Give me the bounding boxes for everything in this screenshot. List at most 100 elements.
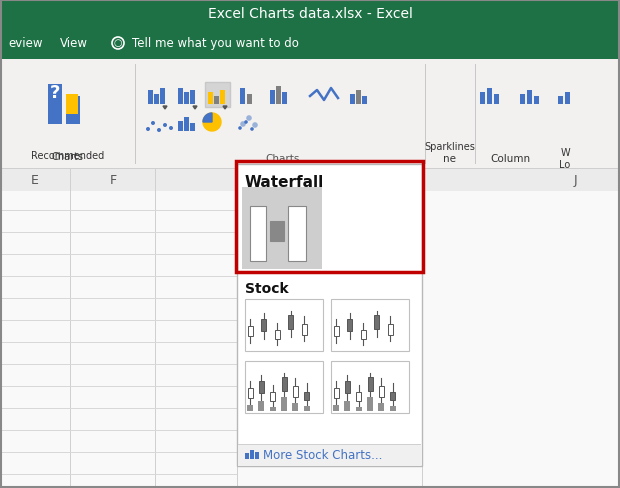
Bar	[247, 388, 252, 398]
Circle shape	[246, 116, 252, 122]
Bar	[247, 326, 252, 336]
Bar	[422, 170, 620, 192]
Text: ?: ?	[50, 84, 60, 102]
Bar	[293, 386, 298, 397]
Bar	[388, 325, 393, 335]
Bar	[487, 89, 492, 105]
Bar	[261, 319, 266, 331]
Bar	[178, 89, 183, 105]
Bar	[220, 91, 225, 105]
Bar	[356, 392, 361, 401]
Bar	[304, 392, 309, 400]
Polygon shape	[203, 114, 212, 123]
Bar	[214, 97, 219, 105]
Bar	[0, 452, 237, 453]
Bar	[480, 93, 485, 105]
Bar	[214, 97, 219, 105]
Circle shape	[163, 124, 167, 128]
Bar	[0, 386, 237, 387]
Bar	[281, 377, 286, 391]
Bar	[250, 450, 254, 459]
Polygon shape	[193, 107, 197, 110]
Text: E: E	[31, 174, 39, 187]
Bar	[0, 170, 620, 192]
Bar	[247, 95, 252, 105]
Bar	[237, 170, 238, 488]
Circle shape	[252, 123, 258, 128]
Bar	[350, 95, 355, 105]
Bar	[0, 28, 620, 60]
Text: W
Lo: W Lo	[559, 148, 570, 169]
Bar	[368, 377, 373, 391]
Circle shape	[146, 128, 150, 132]
Bar	[347, 319, 352, 331]
Bar	[238, 444, 421, 466]
Circle shape	[151, 122, 155, 126]
Bar	[345, 381, 350, 393]
Bar	[390, 392, 395, 400]
Circle shape	[250, 128, 254, 132]
Bar	[184, 93, 189, 105]
Bar	[208, 93, 213, 105]
Bar	[288, 206, 306, 262]
Bar	[276, 87, 281, 105]
Bar	[378, 403, 384, 411]
Polygon shape	[223, 107, 227, 110]
Bar	[344, 401, 350, 411]
Bar	[245, 361, 323, 413]
Bar	[494, 95, 499, 105]
Text: ne: ne	[443, 154, 456, 163]
Bar	[0, 320, 237, 321]
Bar	[302, 325, 307, 335]
Polygon shape	[203, 114, 221, 132]
Bar	[190, 124, 195, 132]
Bar	[374, 315, 379, 329]
Bar	[0, 276, 237, 278]
Text: Column: Column	[490, 154, 530, 163]
Bar	[425, 65, 426, 164]
Text: F: F	[110, 174, 117, 187]
Bar	[331, 361, 409, 413]
Bar	[259, 401, 264, 411]
Bar	[0, 364, 237, 365]
Bar	[379, 386, 384, 397]
Circle shape	[240, 122, 246, 127]
Bar	[238, 444, 421, 445]
Text: Excel Charts data.xlsx - Excel: Excel Charts data.xlsx - Excel	[208, 7, 412, 21]
Text: Waterfall: Waterfall	[245, 175, 324, 190]
Bar	[160, 89, 165, 105]
Bar	[0, 60, 620, 170]
Bar	[270, 91, 275, 105]
Bar	[190, 91, 195, 105]
Text: View: View	[60, 38, 88, 50]
Bar	[0, 170, 620, 488]
Bar	[422, 170, 423, 488]
Bar	[208, 93, 213, 105]
Bar	[361, 330, 366, 339]
Text: eview: eview	[8, 38, 43, 50]
Bar	[236, 162, 423, 272]
Text: Charts: Charts	[52, 152, 84, 162]
Bar	[154, 95, 159, 105]
Bar	[288, 315, 293, 329]
Bar	[293, 403, 298, 411]
Bar	[520, 95, 525, 105]
Bar	[184, 118, 189, 132]
Bar	[237, 164, 422, 466]
Bar	[334, 388, 339, 398]
Bar	[242, 187, 322, 269]
Bar	[0, 232, 237, 234]
Bar	[270, 407, 276, 411]
Bar	[255, 452, 259, 459]
Bar	[331, 299, 409, 351]
Bar	[558, 97, 563, 105]
Circle shape	[238, 127, 242, 130]
Bar	[0, 408, 237, 409]
Bar	[0, 474, 237, 475]
Bar	[0, 210, 237, 212]
Polygon shape	[163, 107, 167, 110]
Bar	[275, 330, 280, 339]
Bar	[362, 97, 367, 105]
Bar	[0, 170, 1, 488]
Text: Recommended: Recommended	[32, 151, 105, 161]
